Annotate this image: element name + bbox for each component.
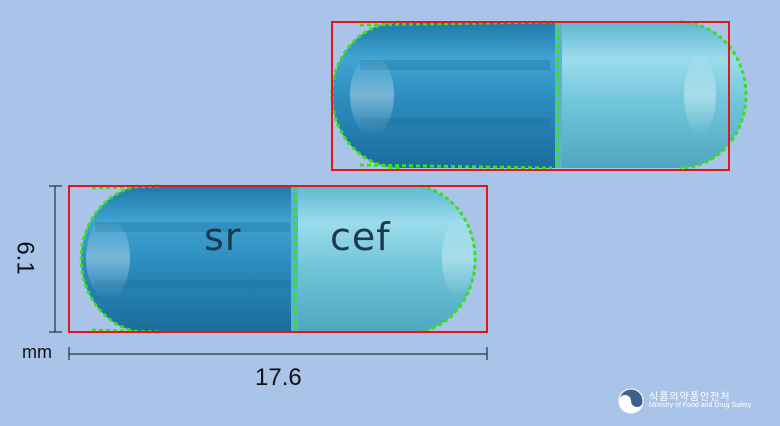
capsule-top xyxy=(332,22,746,168)
imprint-cef: cef xyxy=(330,215,391,259)
unit-label: mm xyxy=(22,342,52,362)
length-label: 17.6 xyxy=(255,364,302,391)
bbox-bottom xyxy=(68,185,488,333)
imprint-sr: sr xyxy=(204,215,242,259)
mfds-emblem-icon xyxy=(618,388,644,414)
capsule-bottom xyxy=(81,186,476,332)
dimension-lines xyxy=(49,185,488,360)
logo-title: 식품의약품안전처 xyxy=(649,392,731,403)
bbox-top xyxy=(331,21,730,171)
width-label: 6.1 xyxy=(11,241,39,275)
mfds-logo: 식품의약품안전처 Ministry of Food and Drug Safet… xyxy=(617,388,767,416)
logo-subtitle: Ministry of Food and Drug Safety xyxy=(649,402,752,409)
